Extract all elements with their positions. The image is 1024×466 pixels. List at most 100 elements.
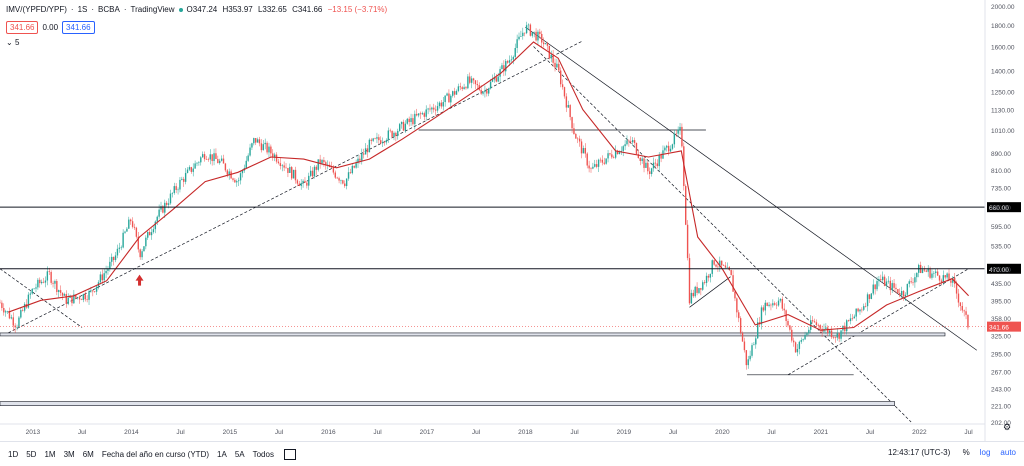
candle-body xyxy=(883,276,886,286)
candle-body xyxy=(613,157,615,158)
timeframe-all[interactable]: Todos xyxy=(252,449,274,459)
candle-body xyxy=(789,325,791,330)
candle-body xyxy=(50,271,52,283)
timeframe-1d[interactable]: 1D xyxy=(8,449,19,459)
candle-body xyxy=(8,311,11,319)
symbol-name[interactable]: IMV/(YPFD/YPF) xyxy=(6,5,67,14)
time-axis[interactable]: 2013 Jul 2014 Jul 2015 Jul 2016 Jul 2017 Jul 2018 J… xyxy=(0,423,985,436)
candle-body xyxy=(866,294,869,307)
timeframe-1m[interactable]: 1M xyxy=(44,449,56,459)
candle-body xyxy=(700,288,702,290)
percent-toggle[interactable]: % xyxy=(962,448,970,457)
collapse-icon[interactable]: ⌄ xyxy=(6,38,13,47)
price-axis[interactable]: 2000.00 1800.00 1600.00 1400.00 1250.00 1130.… xyxy=(984,0,1015,441)
candle-body xyxy=(370,139,372,141)
candle-body xyxy=(713,260,715,265)
candle-body xyxy=(131,221,134,227)
moving-average-line xyxy=(8,41,969,331)
candle-body xyxy=(285,167,287,169)
candle-body xyxy=(154,221,157,230)
candle-body xyxy=(59,290,62,293)
calendar-icon[interactable] xyxy=(283,448,296,460)
candle-body xyxy=(603,162,605,164)
candle-body xyxy=(772,303,774,306)
timeframe-1y[interactable]: 1A xyxy=(217,449,227,459)
candle-body xyxy=(717,266,719,268)
candle-body xyxy=(768,304,770,306)
timeframe-3m[interactable]: 3M xyxy=(63,449,75,459)
last-price-tag-label: 341.66 xyxy=(989,325,1009,332)
candle-body xyxy=(800,340,802,342)
candle-body xyxy=(29,293,32,295)
log-toggle[interactable]: log xyxy=(979,448,991,457)
bid-ask-row: 341.66 0.00 341.66 xyxy=(6,21,95,34)
candle-body xyxy=(342,180,344,184)
x-tick-label: Jul xyxy=(176,429,185,436)
candle-body xyxy=(851,318,854,319)
candle-body xyxy=(870,293,873,299)
clock[interactable]: 12:43:17 (UTC-3) xyxy=(888,448,951,457)
spread-value: 0.00 xyxy=(42,23,59,32)
candle-body xyxy=(643,158,645,168)
candle-body xyxy=(251,143,253,148)
candle-body xyxy=(558,63,560,71)
x-tick-label: 2015 xyxy=(223,429,238,436)
candle-body xyxy=(273,154,276,158)
candle-body xyxy=(586,153,588,166)
timeframe-5d[interactable]: 5D xyxy=(26,449,37,459)
candle-body xyxy=(27,294,30,308)
candle-body xyxy=(391,130,393,137)
candle-body xyxy=(0,302,1,304)
candle-body xyxy=(173,186,175,193)
timeframe-5y[interactable]: 5A xyxy=(234,449,245,459)
candle-body xyxy=(353,165,355,168)
candle-body xyxy=(23,304,26,311)
indicator-legend[interactable]: ⌄ 5 xyxy=(6,38,19,47)
change-value: −13.15 (−3.71%) xyxy=(327,5,388,14)
candle-body xyxy=(605,158,607,164)
candle-body xyxy=(150,232,153,236)
candle-body xyxy=(631,140,634,143)
candle-body xyxy=(497,76,499,82)
timeframe-6m[interactable]: 6M xyxy=(82,449,94,459)
candle-body xyxy=(876,281,878,290)
settings-gear-icon[interactable]: ⚙ xyxy=(1003,422,1012,432)
candle-body xyxy=(963,310,965,312)
y-tick-label: 1400.00 xyxy=(991,69,1015,76)
candle-body xyxy=(573,128,575,134)
candle-body xyxy=(900,291,903,296)
auto-toggle[interactable]: auto xyxy=(1000,448,1016,457)
candle-body xyxy=(944,275,946,278)
candle-body xyxy=(160,206,162,210)
candle-body xyxy=(461,87,463,90)
y-tick-label: 1600.00 xyxy=(991,44,1015,51)
candle-body xyxy=(421,113,424,115)
candle-body xyxy=(124,231,126,233)
candle-body xyxy=(686,224,689,259)
ask-button[interactable]: 341.66 xyxy=(62,21,95,34)
candle-body xyxy=(580,141,583,154)
candle-body xyxy=(112,256,115,261)
y-tick-label: 535.00 xyxy=(991,243,1011,250)
timeframe-ytd[interactable]: Fecha del año en curso (YTD) xyxy=(101,449,210,459)
candle-body xyxy=(904,294,907,297)
candle-body xyxy=(516,39,518,48)
candle-body xyxy=(277,161,280,164)
candle-body xyxy=(692,292,694,297)
candle-body xyxy=(118,247,121,249)
candle-body xyxy=(628,140,630,142)
candle-body xyxy=(103,273,105,281)
candle-body xyxy=(499,69,501,77)
high-value: H353.97 xyxy=(222,5,253,14)
candle-body xyxy=(226,170,229,175)
candle-body xyxy=(362,153,365,155)
candle-body xyxy=(162,206,164,213)
bid-button[interactable]: 341.66 xyxy=(6,21,39,34)
candle-body xyxy=(67,297,69,304)
candle-body xyxy=(908,281,910,284)
candle-body xyxy=(323,160,325,163)
candle-body xyxy=(245,160,247,168)
candle-body xyxy=(633,140,636,144)
candle-body xyxy=(501,65,503,70)
